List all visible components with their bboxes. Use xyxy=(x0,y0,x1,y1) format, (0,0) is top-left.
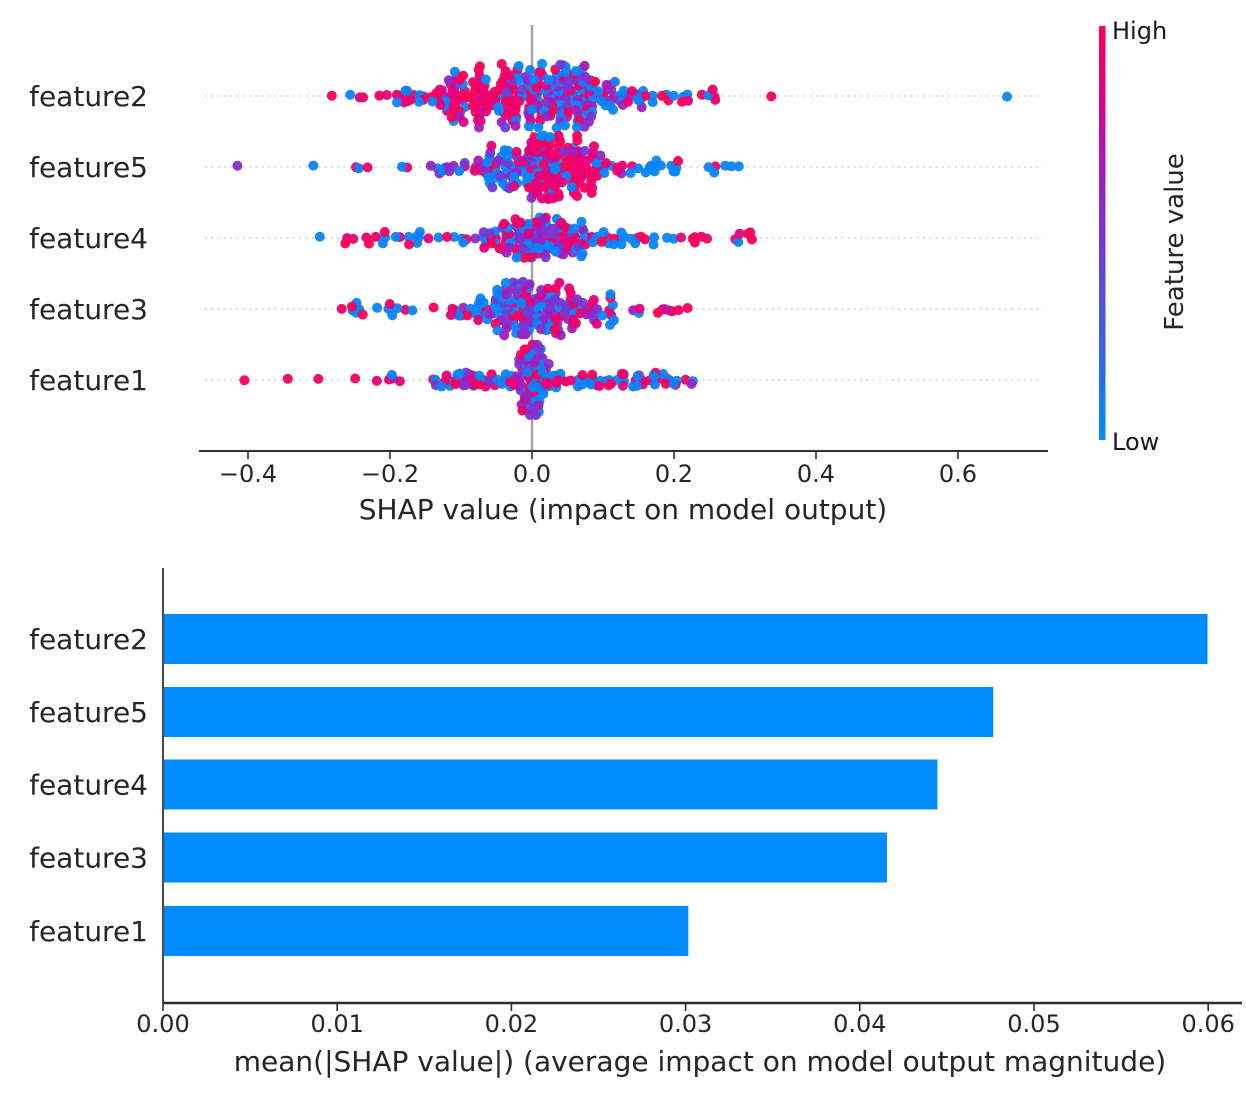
feature-label-bottom-feature2: feature2 xyxy=(29,623,148,656)
beeswarm-plot: −0.4 −0.2 0.0 0.2 0.4 0.6 feature2feature5fea… xyxy=(29,17,1190,526)
x-tick-label: −0.2 xyxy=(361,460,419,488)
colorbar: High Low Feature value xyxy=(1099,17,1190,456)
bar-feature2 xyxy=(164,614,1208,664)
x-tick-label-bottom: 0.00 xyxy=(136,1010,189,1038)
colorbar-low-label: Low xyxy=(1112,428,1159,456)
feature-label-bottom-feature1: feature1 xyxy=(29,915,148,948)
x-tick-label: 0.0 xyxy=(513,460,551,488)
feature-label-bottom-feature4: feature4 xyxy=(29,769,148,802)
x-axis-tick-labels-bottom: 0.00 0.01 0.02 0.03 0.04 0.05 0.06 xyxy=(136,1010,1235,1038)
bars xyxy=(164,614,1208,956)
x-axis-ticks xyxy=(247,451,959,459)
x-axis-title-bottom: mean(|SHAP value|) (average impact on mo… xyxy=(234,1045,1166,1078)
x-tick-label: 0.2 xyxy=(655,460,693,488)
beeswarm-points-feature3 xyxy=(336,276,693,341)
bar-feature1 xyxy=(164,906,689,956)
x-tick-label-bottom: 0.04 xyxy=(833,1010,886,1038)
feature-label-feature4: feature4 xyxy=(29,222,148,255)
x-tick-label-bottom: 0.02 xyxy=(485,1010,538,1038)
x-axis-ticks-bottom xyxy=(162,1003,1209,1011)
feature-label-bottom-feature5: feature5 xyxy=(29,696,148,729)
colorbar-title: Feature value xyxy=(1160,153,1190,331)
colorbar-high-label: High xyxy=(1112,17,1167,45)
bar-feature5 xyxy=(164,687,994,737)
beeswarm-points-feature4 xyxy=(314,212,757,263)
beeswarm-points-feature5 xyxy=(232,130,744,204)
x-tick-label-bottom: 0.05 xyxy=(1007,1010,1060,1038)
beeswarm-points xyxy=(232,58,1012,421)
feature-labels-bottom: feature2 feature5 feature4 feature3 feature1 xyxy=(29,623,148,948)
feature-label-feature5: feature5 xyxy=(29,151,148,184)
feature-label-bottom-feature3: feature3 xyxy=(29,842,148,875)
bar-feature3 xyxy=(164,832,887,883)
x-tick-label-bottom: 0.01 xyxy=(310,1010,363,1038)
beeswarm-points-feature1 xyxy=(239,339,698,421)
x-axis-title: SHAP value (impact on model output) xyxy=(359,493,887,526)
x-axis-tick-labels: −0.4 −0.2 0.0 0.2 0.4 0.6 xyxy=(219,460,977,488)
x-tick-label: 0.6 xyxy=(939,460,977,488)
x-tick-label-bottom: 0.06 xyxy=(1181,1010,1234,1038)
feature-label-feature3: feature3 xyxy=(29,293,148,326)
beeswarm-points-feature2 xyxy=(326,58,1012,133)
x-tick-label: 0.4 xyxy=(797,460,835,488)
x-tick-label-bottom: 0.03 xyxy=(659,1010,712,1038)
feature-labels: feature2 feature5 feature4 feature3 feature1 xyxy=(29,80,148,397)
feature-label-feature2: feature2 xyxy=(29,80,148,113)
x-tick-label: −0.4 xyxy=(219,460,277,488)
feature-label-feature1: feature1 xyxy=(29,364,148,397)
bar-importance-plot: 0.00 0.01 0.02 0.03 0.04 0.05 0.06 feature2fea… xyxy=(29,568,1242,1078)
colorbar-gradient-bar xyxy=(1099,26,1106,440)
bar-feature4 xyxy=(164,759,938,810)
